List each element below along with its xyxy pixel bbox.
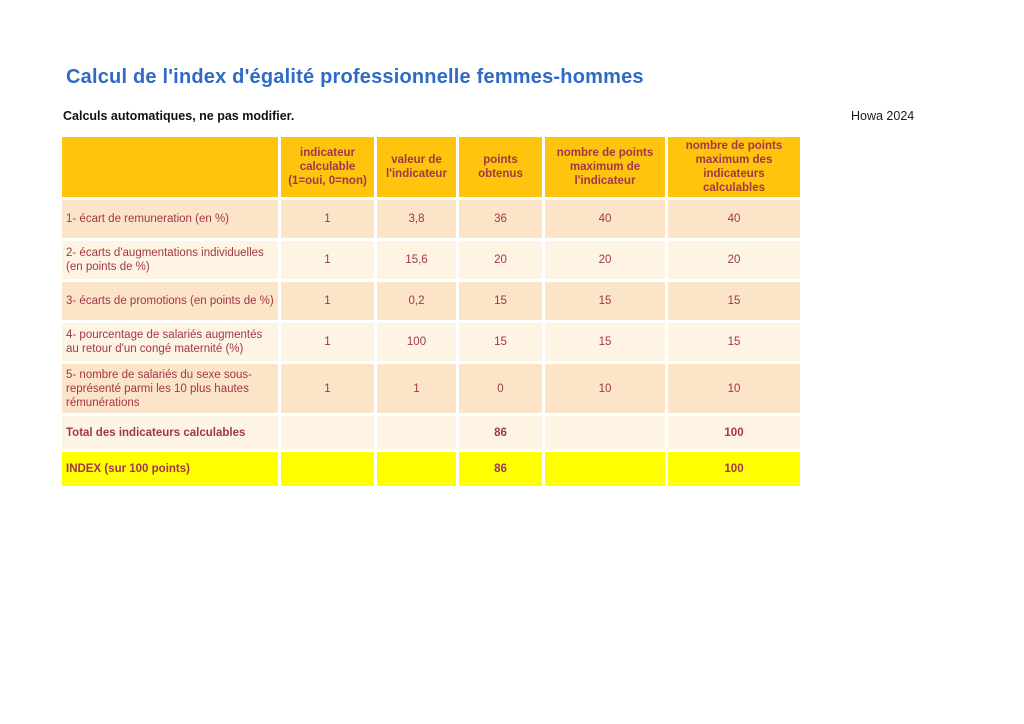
total-empty-cell bbox=[545, 416, 665, 450]
cell-max-calculables: 15 bbox=[668, 282, 800, 321]
index-points: 86 bbox=[459, 452, 542, 487]
cell-calculable: 1 bbox=[281, 200, 374, 239]
cell-max-indicateur: 10 bbox=[545, 364, 665, 414]
table-row: 5- nombre de salariés du sexe sous-repré… bbox=[62, 364, 800, 414]
index-label: INDEX (sur 100 points) bbox=[62, 452, 278, 487]
cell-valeur: 3,8 bbox=[377, 200, 456, 239]
table-row: 4- pourcentage de salariés augmentés au … bbox=[62, 323, 800, 362]
table-row: 1- écart de remuneration (en %) 1 3,8 36… bbox=[62, 200, 800, 239]
row-label: 1- écart de remuneration (en %) bbox=[62, 200, 278, 239]
cell-max-indicateur: 20 bbox=[545, 241, 665, 280]
cell-calculable: 1 bbox=[281, 241, 374, 280]
cell-calculable: 1 bbox=[281, 323, 374, 362]
total-row: Total des indicateurs calculables 86 100 bbox=[62, 416, 800, 450]
total-empty-cell bbox=[377, 416, 456, 450]
cell-calculable: 1 bbox=[281, 282, 374, 321]
cell-valeur: 0,2 bbox=[377, 282, 456, 321]
index-row: INDEX (sur 100 points) 86 100 bbox=[62, 452, 800, 487]
cell-valeur: 100 bbox=[377, 323, 456, 362]
row-label: 5- nombre de salariés du sexe sous-repré… bbox=[62, 364, 278, 414]
cell-max-calculables: 20 bbox=[668, 241, 800, 280]
index-empty-cell bbox=[377, 452, 456, 487]
header-indicator bbox=[62, 137, 278, 198]
cell-points: 20 bbox=[459, 241, 542, 280]
table-row: 3- écarts de promotions (en points de %)… bbox=[62, 282, 800, 321]
table-row: 2- écarts d'augmentations individuelles … bbox=[62, 241, 800, 280]
table-header-row: indicateur calculable (1=oui, 0=non) val… bbox=[62, 137, 800, 198]
cell-points: 36 bbox=[459, 200, 542, 239]
total-points: 86 bbox=[459, 416, 542, 450]
cell-points: 15 bbox=[459, 323, 542, 362]
header-max-calculables: nombre de points maximum des indicateurs… bbox=[668, 137, 800, 198]
page-title: Calcul de l'index d'égalité professionne… bbox=[66, 66, 644, 88]
header-max-indicateur: nombre de points maximum de l'indicateur bbox=[545, 137, 665, 198]
row-label: 2- écarts d'augmentations individuelles … bbox=[62, 241, 278, 280]
cell-max-calculables: 10 bbox=[668, 364, 800, 414]
index-empty-cell bbox=[545, 452, 665, 487]
header-valeur: valeur de l'indicateur bbox=[377, 137, 456, 198]
header-points-obtenus: points obtenus bbox=[459, 137, 542, 198]
cell-max-indicateur: 15 bbox=[545, 323, 665, 362]
header-calculable: indicateur calculable (1=oui, 0=non) bbox=[281, 137, 374, 198]
total-max-calculables: 100 bbox=[668, 416, 800, 450]
index-empty-cell bbox=[281, 452, 374, 487]
cell-max-calculables: 15 bbox=[668, 323, 800, 362]
cell-points: 15 bbox=[459, 282, 542, 321]
cell-max-indicateur: 40 bbox=[545, 200, 665, 239]
row-label: 4- pourcentage de salariés augmentés au … bbox=[62, 323, 278, 362]
cell-valeur: 1 bbox=[377, 364, 456, 414]
index-max-calculables: 100 bbox=[668, 452, 800, 487]
index-calculation-table: indicateur calculable (1=oui, 0=non) val… bbox=[62, 137, 803, 489]
row-label: 3- écarts de promotions (en points de %) bbox=[62, 282, 278, 321]
total-label: Total des indicateurs calculables bbox=[62, 416, 278, 450]
cell-max-indicateur: 15 bbox=[545, 282, 665, 321]
instructions-text: Calculs automatiques, ne pas modifier. bbox=[63, 109, 295, 123]
cell-points: 0 bbox=[459, 364, 542, 414]
total-empty-cell bbox=[281, 416, 374, 450]
cell-calculable: 1 bbox=[281, 364, 374, 414]
cell-valeur: 15,6 bbox=[377, 241, 456, 280]
cell-max-calculables: 40 bbox=[668, 200, 800, 239]
company-year-label: Howa 2024 bbox=[851, 109, 915, 123]
